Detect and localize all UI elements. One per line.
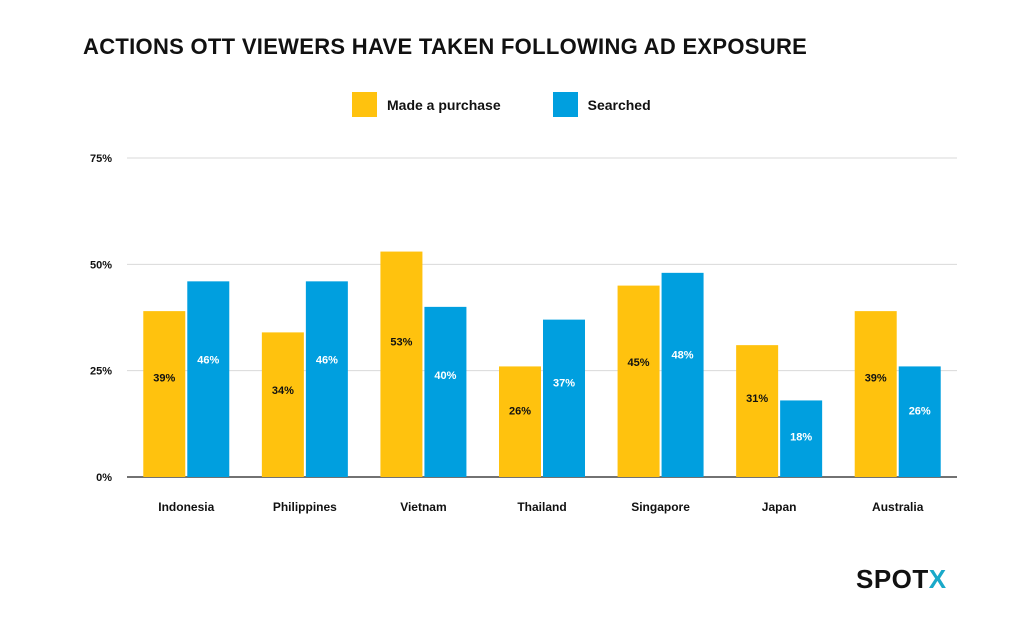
legend-item-searched: Searched xyxy=(552,92,651,117)
data-label: 53% xyxy=(390,337,412,349)
data-label: 37% xyxy=(553,378,575,390)
y-tick-label: 50% xyxy=(90,259,112,271)
data-label: 39% xyxy=(865,372,887,384)
spotx-logo: SPOTX xyxy=(856,564,947,594)
chart-title: ACTIONS OTT VIEWERS HAVE TAKEN FOLLOWING… xyxy=(83,34,808,59)
y-tick-label: 75% xyxy=(90,153,112,165)
legend: Made a purchase Searched xyxy=(352,92,703,117)
data-label: 46% xyxy=(197,355,219,367)
data-label: 45% xyxy=(628,357,650,369)
x-tick-label: Vietnam xyxy=(400,500,446,514)
data-label: 48% xyxy=(672,350,694,362)
bar-searched xyxy=(543,319,585,477)
x-tick-label: Thailand xyxy=(517,500,566,514)
bar-searched xyxy=(424,306,467,477)
bar-made-a-purchase xyxy=(143,311,186,477)
data-label: 26% xyxy=(909,406,931,418)
data-label: 26% xyxy=(509,406,531,418)
bar-searched xyxy=(661,272,704,477)
bar-made-a-purchase xyxy=(499,366,541,477)
legend-swatch-made-a-purchase xyxy=(352,92,377,117)
data-label: 18% xyxy=(790,431,812,443)
x-tick-label: Philippines xyxy=(273,500,337,514)
x-tick-label: Japan xyxy=(762,500,797,514)
bar-made-a-purchase xyxy=(617,285,660,477)
data-label: 39% xyxy=(153,372,175,384)
legend-label-searched: Searched xyxy=(587,96,651,113)
bar-made-a-purchase xyxy=(854,311,897,477)
legend-item-made-a-purchase: Made a purchase xyxy=(352,92,501,117)
x-tick-label: Australia xyxy=(872,500,924,514)
data-label: 40% xyxy=(434,370,456,382)
x-tick-label: Indonesia xyxy=(158,500,214,514)
legend-label-made-a-purchase: Made a purchase xyxy=(387,96,501,113)
bar-searched xyxy=(305,281,348,477)
x-tick-label: Singapore xyxy=(631,500,690,514)
legend-swatch-searched xyxy=(552,92,578,117)
bar-searched xyxy=(898,366,941,477)
y-tick-label: 0% xyxy=(96,472,112,484)
data-label: 31% xyxy=(746,393,768,405)
bar-searched xyxy=(780,400,823,477)
bar-made-a-purchase xyxy=(736,345,779,477)
bar-made-a-purchase xyxy=(380,251,423,477)
bar-searched xyxy=(187,281,230,477)
bar-made-a-purchase xyxy=(261,332,304,477)
y-tick-label: 25% xyxy=(90,366,112,378)
data-label: 34% xyxy=(272,385,294,397)
data-label: 46% xyxy=(316,355,338,367)
